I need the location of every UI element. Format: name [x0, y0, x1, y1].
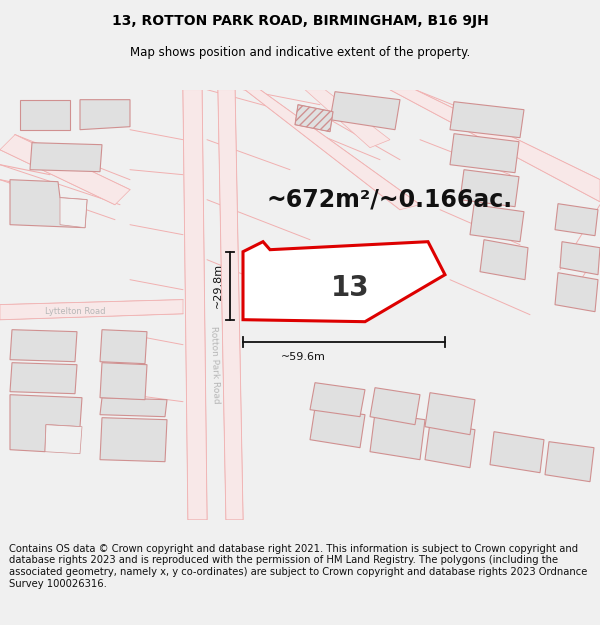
Text: 13: 13 [331, 274, 370, 302]
Polygon shape [490, 432, 544, 472]
Polygon shape [460, 169, 519, 207]
Text: ~29.8m: ~29.8m [213, 263, 223, 308]
Polygon shape [295, 104, 333, 132]
Polygon shape [370, 412, 425, 459]
Text: Lyttelton Road: Lyttelton Road [45, 307, 105, 316]
Polygon shape [10, 180, 87, 228]
Polygon shape [450, 102, 524, 138]
Polygon shape [45, 425, 82, 454]
Polygon shape [243, 242, 445, 322]
Polygon shape [425, 392, 475, 435]
Polygon shape [30, 142, 102, 172]
Polygon shape [0, 134, 130, 205]
Polygon shape [100, 398, 167, 417]
Polygon shape [10, 330, 77, 362]
Polygon shape [470, 205, 524, 242]
Polygon shape [20, 99, 70, 129]
Polygon shape [305, 89, 390, 148]
Text: Map shows position and indicative extent of the property.: Map shows position and indicative extent… [130, 46, 470, 59]
Polygon shape [555, 272, 598, 312]
Polygon shape [425, 422, 475, 468]
Polygon shape [310, 382, 365, 417]
Text: 13, ROTTON PARK ROAD, BIRMINGHAM, B16 9JH: 13, ROTTON PARK ROAD, BIRMINGHAM, B16 9J… [112, 14, 488, 28]
Polygon shape [245, 89, 420, 210]
Polygon shape [0, 299, 183, 319]
Polygon shape [100, 330, 147, 364]
Polygon shape [218, 89, 243, 519]
Polygon shape [560, 242, 600, 275]
Text: ~672m²/~0.166ac.: ~672m²/~0.166ac. [267, 188, 513, 212]
Polygon shape [450, 134, 519, 172]
Text: Rotton Park Road: Rotton Park Road [209, 326, 221, 404]
Polygon shape [60, 198, 87, 228]
Text: Contains OS data © Crown copyright and database right 2021. This information is : Contains OS data © Crown copyright and d… [9, 544, 587, 589]
Polygon shape [10, 395, 82, 452]
Polygon shape [183, 89, 207, 519]
Polygon shape [100, 362, 147, 400]
Polygon shape [100, 418, 167, 462]
Polygon shape [390, 89, 600, 202]
Polygon shape [310, 408, 365, 447]
Polygon shape [330, 92, 400, 129]
Text: ~59.6m: ~59.6m [281, 352, 325, 362]
Polygon shape [10, 362, 77, 394]
Polygon shape [80, 99, 130, 129]
Polygon shape [555, 204, 598, 236]
Polygon shape [370, 388, 420, 425]
Polygon shape [480, 239, 528, 280]
Polygon shape [545, 442, 594, 482]
